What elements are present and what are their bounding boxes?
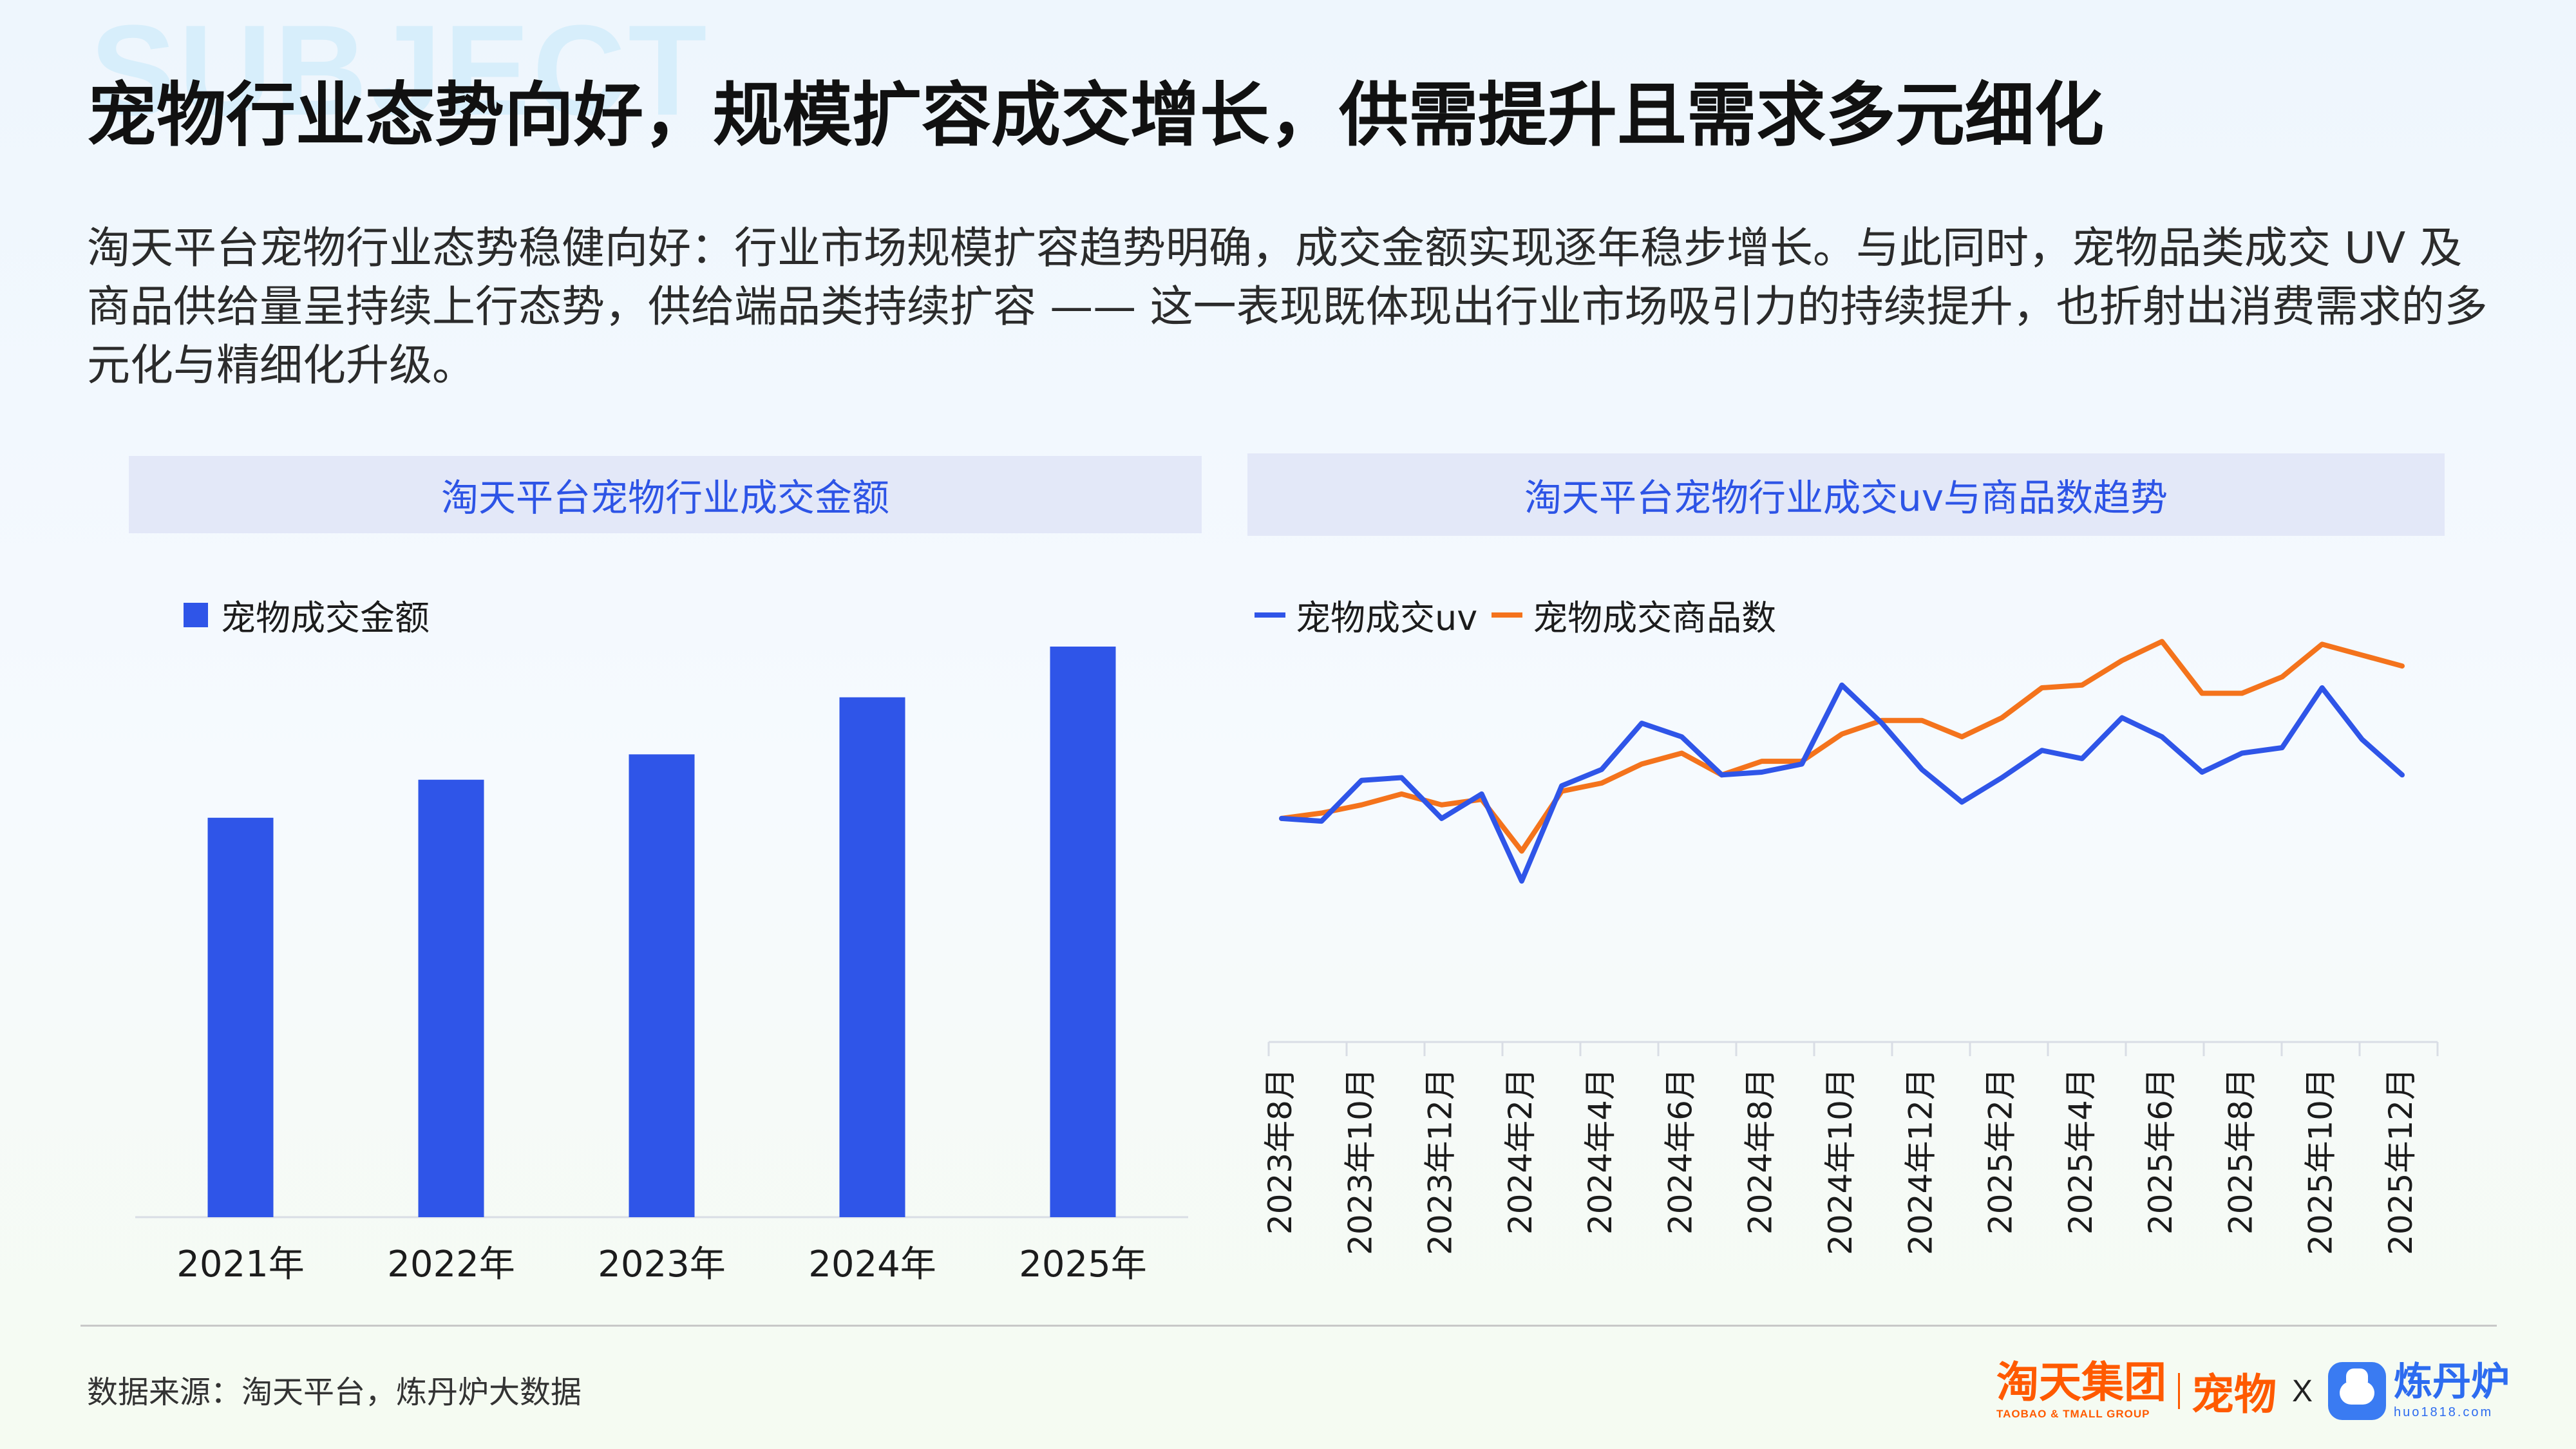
line-tick-label: 2025年4月 [2062, 1068, 2099, 1235]
legend-label-items: 宠物成交商品数 [1533, 598, 1777, 638]
line-tick-label: 2024年8月 [1742, 1068, 1779, 1235]
line-tick-label: 2025年12月 [2382, 1068, 2420, 1255]
legend-swatch-uv [1255, 612, 1285, 618]
line-chart-legend: 宠物成交uv 宠物成交商品数 [1255, 589, 1776, 640]
line-tick-label: 2024年12月 [1902, 1068, 1939, 1255]
line-tick-label: 2023年12月 [1422, 1068, 1459, 1255]
bar-2022年 [418, 779, 484, 1217]
collab-x: X [2292, 1374, 2313, 1408]
cat-face-icon [2328, 1362, 2387, 1420]
line-tick-label: 2024年6月 [1662, 1068, 1699, 1235]
bar-chart-title: 淘天平台宠物行业成交金额 [129, 456, 1202, 533]
bar-tick-label: 2023年 [598, 1244, 726, 1285]
bar-2025年 [1050, 647, 1116, 1217]
line-tick-label: 2023年8月 [1262, 1068, 1299, 1235]
bar-2023年 [629, 754, 695, 1217]
liandanlu-logo-text: 炼丹炉 [2394, 1359, 2510, 1405]
liandanlu-logo-subtext: huo1818.com [2394, 1405, 2494, 1419]
taotian-logo-text: 淘天集团 [1996, 1358, 2166, 1407]
taotian-logo: 淘天集团 TAOBAO & TMALL GROUP [1996, 1361, 2166, 1421]
intro-paragraph: 淘天平台宠物行业态势稳健向好：行业市场规模扩容趋势明确，成交金额实现逐年稳步增长… [87, 223, 2488, 390]
legend-swatch-items [1492, 612, 1523, 618]
pet-logo-text: 宠物 [2192, 1370, 2277, 1419]
line-tick-label: 2025年6月 [2142, 1068, 2179, 1235]
bar-2021年 [207, 817, 274, 1217]
legend-label-amount: 宠物成交金额 [221, 598, 430, 638]
legend-label-uv: 宠物成交uv [1296, 598, 1478, 638]
bar-chart-legend: 宠物成交金额 [184, 589, 430, 640]
data-source: 数据来源：淘天平台，炼丹炉大数据 [87, 1374, 582, 1410]
line-tick-label: 2024年4月 [1582, 1068, 1619, 1235]
line-tick-label: 2023年10月 [1341, 1068, 1379, 1255]
footer-logos: 淘天集团 TAOBAO & TMALL GROUP 宠物 X 炼丹炉 huo18… [1996, 1352, 2510, 1430]
line-tick-label: 2025年2月 [1982, 1068, 2020, 1235]
line-tick-label: 2024年10月 [1822, 1068, 1859, 1255]
page-title: 宠物行业态势向好，规模扩容成交增长，供需提升且需求多元细化 [87, 75, 2105, 156]
legend-swatch-amount [184, 602, 208, 627]
bar-2024年 [839, 697, 905, 1217]
taotian-logo-subtext: TAOBAO & TMALL GROUP [1996, 1408, 2150, 1420]
bar-tick-label: 2024年 [808, 1244, 936, 1285]
bar-tick-label: 2022年 [387, 1244, 515, 1285]
line-tick-label: 2025年8月 [2222, 1068, 2259, 1235]
uv-series-line [1279, 682, 2405, 884]
bar-tick-label: 2025年 [1019, 1244, 1147, 1285]
bar-tick-label: 2021年 [176, 1244, 305, 1285]
line-chart-title: 淘天平台宠物行业成交uv与商品数趋势 [1247, 453, 2445, 536]
watermark-text: SUBJECT [90, 0, 710, 142]
liandanlu-logo: 炼丹炉 huo1818.com [2394, 1363, 2510, 1420]
items-series-line [1279, 639, 2405, 854]
logo-separator [2178, 1373, 2180, 1409]
footer-divider [80, 1325, 2497, 1327]
line-tick-label: 2025年10月 [2302, 1068, 2340, 1255]
line-tick-label: 2024年2月 [1502, 1068, 1539, 1235]
